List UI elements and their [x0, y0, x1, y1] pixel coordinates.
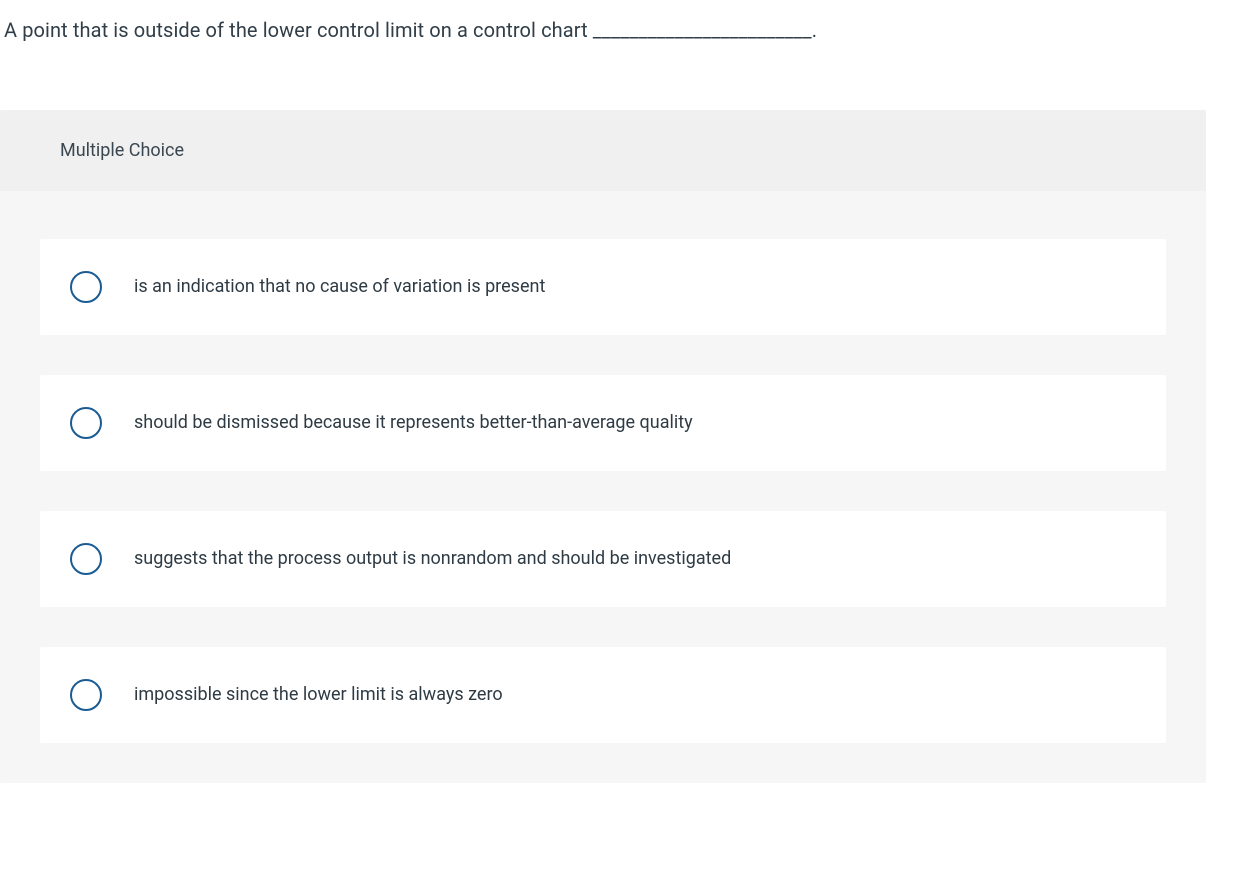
- radio-icon[interactable]: [70, 271, 102, 303]
- option-row[interactable]: suggests that the process output is nonr…: [40, 511, 1166, 607]
- option-label: is an indication that no cause of variat…: [134, 274, 545, 299]
- option-label: should be dismissed because it represent…: [134, 410, 693, 435]
- options-list: is an indication that no cause of variat…: [0, 191, 1206, 743]
- multiple-choice-panel: Multiple Choice is an indication that no…: [0, 110, 1206, 783]
- option-row[interactable]: impossible since the lower limit is alwa…: [40, 647, 1166, 743]
- option-label: impossible since the lower limit is alwa…: [134, 682, 503, 707]
- radio-icon[interactable]: [70, 407, 102, 439]
- panel-header: Multiple Choice: [0, 110, 1206, 191]
- option-label: suggests that the process output is nonr…: [134, 546, 731, 571]
- radio-icon[interactable]: [70, 543, 102, 575]
- option-row[interactable]: should be dismissed because it represent…: [40, 375, 1166, 471]
- option-row[interactable]: is an indication that no cause of variat…: [40, 239, 1166, 335]
- radio-icon[interactable]: [70, 679, 102, 711]
- question-text: A point that is outside of the lower con…: [0, 0, 1244, 42]
